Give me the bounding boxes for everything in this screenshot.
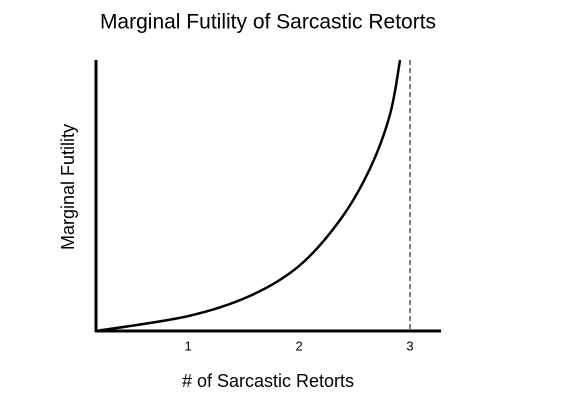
x-tick-label: 3 — [406, 338, 413, 353]
x-axis-label: # of Sarcastic Retorts — [182, 371, 354, 391]
y-axis-label: Marginal Futility — [58, 124, 78, 250]
chart-title: Marginal Futility of Sarcastic Retorts — [100, 11, 436, 34]
curve — [95, 59, 402, 333]
x-tick-label: 1 — [184, 338, 191, 353]
x-tick-label: 2 — [295, 338, 302, 353]
